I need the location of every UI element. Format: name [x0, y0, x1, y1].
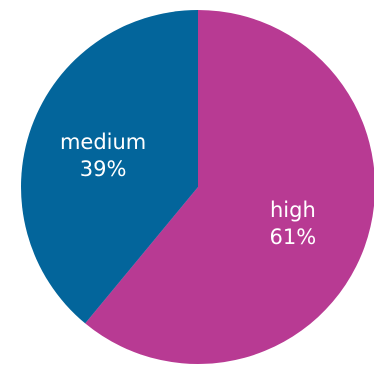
slice-label-medium: medium — [60, 130, 146, 154]
slice-value-medium: 39% — [80, 157, 127, 181]
pie-slice-high — [85, 10, 374, 364]
pie-labels: high 61% medium 39% — [60, 130, 316, 249]
pie-slices — [21, 10, 374, 364]
pie-slice-medium — [21, 10, 199, 324]
slice-label-high: high — [270, 198, 316, 222]
slice-value-high: 61% — [270, 225, 317, 249]
